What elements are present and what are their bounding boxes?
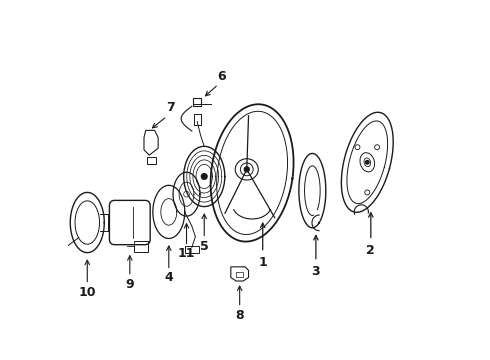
Text: 10: 10 bbox=[78, 285, 96, 299]
Text: 6: 6 bbox=[218, 69, 226, 82]
Text: 8: 8 bbox=[235, 309, 244, 322]
Text: 11: 11 bbox=[178, 247, 196, 260]
Circle shape bbox=[245, 167, 249, 172]
Text: 4: 4 bbox=[165, 271, 173, 284]
Circle shape bbox=[201, 174, 207, 179]
Text: 2: 2 bbox=[367, 244, 375, 257]
Text: 1: 1 bbox=[258, 256, 267, 269]
Circle shape bbox=[366, 161, 369, 164]
Text: 5: 5 bbox=[200, 239, 209, 253]
Text: 9: 9 bbox=[125, 278, 134, 291]
Text: 7: 7 bbox=[166, 102, 175, 114]
Text: 3: 3 bbox=[312, 265, 320, 278]
